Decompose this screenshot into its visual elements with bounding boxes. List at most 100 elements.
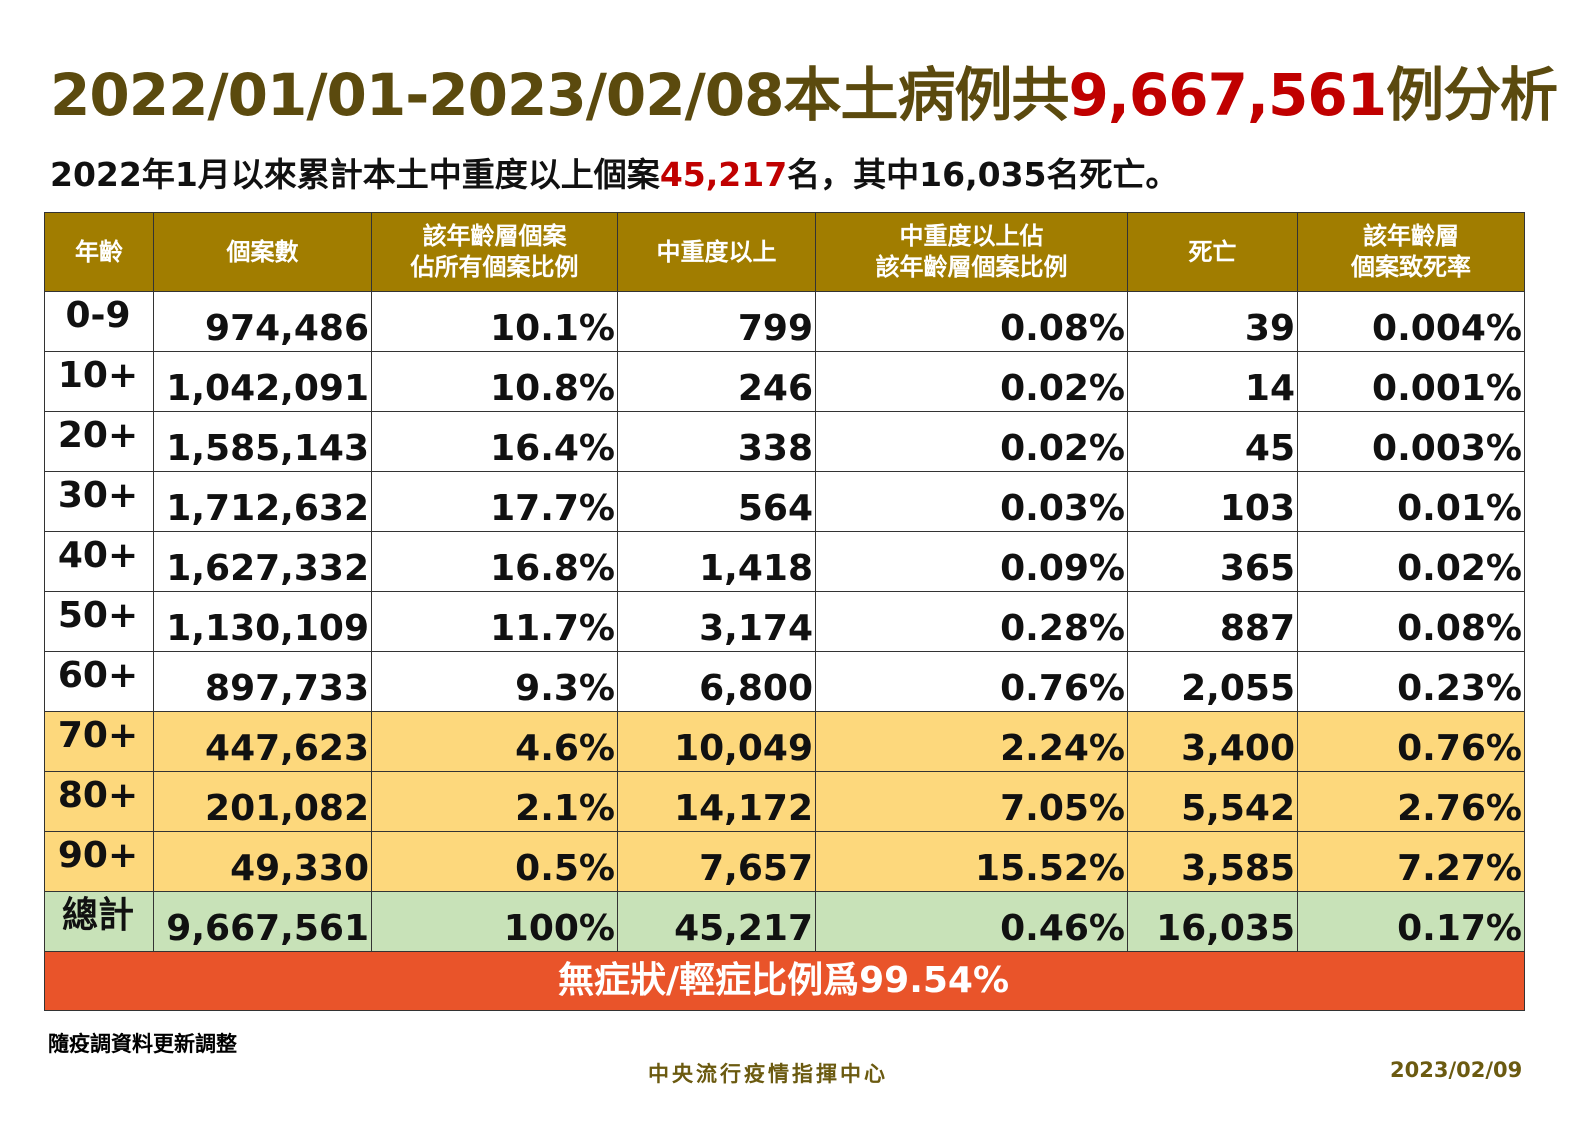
banner: 無症狀/輕症比例爲99.54%	[44, 951, 1525, 1011]
cell: 1,130,109	[153, 591, 372, 652]
cell: 7.27%	[1297, 831, 1525, 892]
data-table: 年齡 個案數 該年齡層個案 佔所有個案比例 中重度以上 中重度以上佔 該年齡層個案比例 死亡該…	[44, 212, 1525, 1011]
cell: 11.7%	[371, 591, 618, 652]
cell: 0.76%	[1297, 711, 1525, 772]
table-row: 總計 9,667,561 100% 45,217 0.46% 16,035 0.17%	[44, 891, 1525, 952]
table-row: 60+ 897,733 9.3% 6,800 0.76% 2,055 0.23%	[44, 651, 1525, 712]
header-row: 年齡 個案數 該年齡層個案 佔所有個案比例 中重度以上 中重度以上佔 該年齡層個案比例 死亡該…	[44, 212, 1525, 292]
cell: 0.003%	[1297, 411, 1525, 472]
cell: 0.02%	[815, 351, 1128, 412]
table-row: 40+ 1,627,332 16.8% 1,418 0.09% 365 0.02%	[44, 531, 1525, 592]
cell: 974,486	[153, 291, 372, 352]
cell: 16.4%	[371, 411, 618, 472]
cell: 897,733	[153, 651, 372, 712]
column-header: 中重度以上	[617, 212, 816, 292]
organization: 中央流行疫情指揮中心	[648, 1062, 888, 1086]
cell: 2.1%	[371, 771, 618, 832]
title-total: 9,667,561	[1068, 61, 1388, 129]
age-cell: 70+	[44, 711, 154, 772]
cell: 16,035	[1127, 891, 1298, 952]
cell: 10.8%	[371, 351, 618, 412]
cell: 5,542	[1127, 771, 1298, 832]
header-line: 中重度以上	[656, 237, 777, 266]
cell: 0.76%	[815, 651, 1128, 712]
cell: 0.01%	[1297, 471, 1525, 532]
cell: 10,049	[617, 711, 816, 772]
cell: 45,217	[617, 891, 816, 952]
cell: 10.1%	[371, 291, 618, 352]
cell: 4.6%	[371, 711, 618, 772]
note: 隨疫調資料更新調整	[48, 1032, 237, 1056]
cell: 2.24%	[815, 711, 1128, 772]
cell: 7.05%	[815, 771, 1128, 832]
header-line: 該年齡層個案	[422, 222, 567, 250]
date: 2023/02/09	[1390, 1058, 1523, 1082]
cell: 0.02%	[815, 411, 1128, 472]
cell: 799	[617, 291, 816, 352]
cell: 0.09%	[815, 531, 1128, 592]
table-body: 0-9 974,486 10.1% 799 0.08% 39 0.004% 10+ 1,042,…	[44, 291, 1525, 1011]
age-cell: 10+	[44, 351, 154, 412]
cell: 1,418	[617, 531, 816, 592]
cell: 2,055	[1127, 651, 1298, 712]
age-cell: 30+	[44, 471, 154, 532]
title: 2022/01/01-2023/02/08本土病例共9,667,561例分析	[50, 48, 1558, 132]
header-line: 中重度以上佔	[899, 222, 1044, 250]
cell: 447,623	[153, 711, 372, 772]
cell: 17.7%	[371, 471, 618, 532]
header-line: 個案數	[226, 237, 299, 266]
column-header: 該年齡層 個案致死率	[1297, 212, 1525, 292]
table-row: 0-9 974,486 10.1% 799 0.08% 39 0.004%	[44, 291, 1525, 352]
age-cell: 50+	[44, 591, 154, 652]
cell: 0.03%	[815, 471, 1128, 532]
cell: 7,657	[617, 831, 816, 892]
cell: 16.8%	[371, 531, 618, 592]
subtitle-text: 2022年1月以來累計本土中重度以上個案	[50, 155, 660, 194]
cell: 1,585,143	[153, 411, 372, 472]
cell: 2.76%	[1297, 771, 1525, 832]
cell: 6,800	[617, 651, 816, 712]
cell: 201,082	[153, 771, 372, 832]
cell: 0.08%	[1297, 591, 1525, 652]
cell: 1,712,632	[153, 471, 372, 532]
cell: 49,330	[153, 831, 372, 892]
age-cell: 80+	[44, 771, 154, 832]
title-text: 例分析	[1386, 61, 1558, 129]
column-header: 中重度以上佔 該年齡層個案比例	[815, 212, 1128, 292]
column-header: 年齡	[44, 212, 154, 292]
title-text: 2022/01/01-2023/02/08本土病例共	[50, 61, 1070, 129]
table-row: 10+ 1,042,091 10.8% 246 0.02% 14 0.001%	[44, 351, 1525, 412]
banner-row: 無症狀/輕症比例爲99.54%	[44, 951, 1525, 1011]
table-row: 70+ 447,623 4.6% 10,049 2.24% 3,400 0.76%	[44, 711, 1525, 772]
cell: 9,667,561	[153, 891, 372, 952]
cell: 3,585	[1127, 831, 1298, 892]
subtitle: 2022年1月以來累計本土中重度以上個案45,217名，其中16,035名死亡。	[50, 148, 1179, 196]
header-line: 該年齡層	[1363, 222, 1459, 250]
age-cell: 總計	[44, 891, 154, 952]
cell: 564	[617, 471, 816, 532]
cell: 0.28%	[815, 591, 1128, 652]
cell: 0.5%	[371, 831, 618, 892]
cell: 0.02%	[1297, 531, 1525, 592]
subtitle-count: 45,217	[659, 155, 788, 194]
cell: 14,172	[617, 771, 816, 832]
cell: 103	[1127, 471, 1298, 532]
cell: 14	[1127, 351, 1298, 412]
cell: 0.004%	[1297, 291, 1525, 352]
cell: 338	[617, 411, 816, 472]
cell: 45	[1127, 411, 1298, 472]
age-cell: 90+	[44, 831, 154, 892]
table-row: 80+ 201,082 2.1% 14,172 7.05% 5,542 2.76%	[44, 771, 1525, 832]
age-cell: 20+	[44, 411, 154, 472]
cell: 0.08%	[815, 291, 1128, 352]
table-row: 20+ 1,585,143 16.4% 338 0.02% 45 0.003%	[44, 411, 1525, 472]
table-row: 90+ 49,330 0.5% 7,657 15.52% 3,585 7.27%	[44, 831, 1525, 892]
header-line: 個案致死率	[1351, 253, 1471, 281]
cell: 1,627,332	[153, 531, 372, 592]
header-line: 佔所有個案比例	[410, 253, 579, 281]
age-cell: 60+	[44, 651, 154, 712]
cell: 3,400	[1127, 711, 1298, 772]
cell: 246	[617, 351, 816, 412]
subtitle-text: 名，其中16,035名死亡。	[787, 155, 1179, 194]
